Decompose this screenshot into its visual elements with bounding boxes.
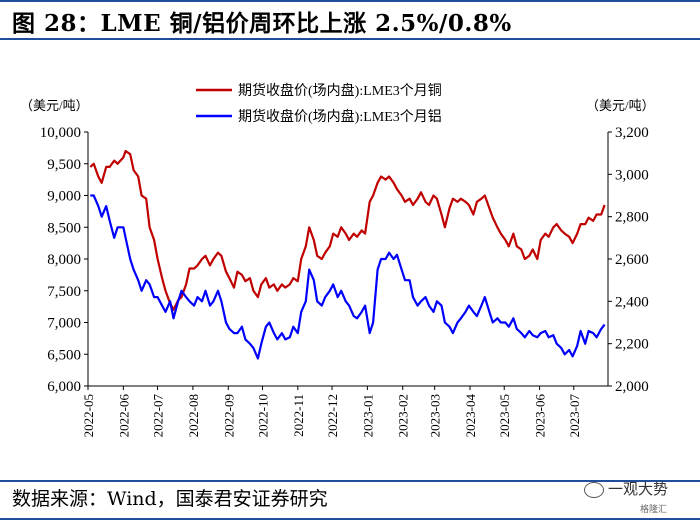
x-tick-label: 2023-02 (396, 394, 411, 437)
legend-label-copper: 期货收盘价(场内盘):LME3个月铜 (238, 82, 442, 99)
series-line-aluminum (90, 194, 606, 360)
left-tick-label: 6,000 (47, 379, 81, 395)
title-top-rule (0, 0, 700, 2)
x-tick-label: 2023-06 (533, 394, 548, 438)
chart-area: 6,000 6,500 7,000 7,500 8,000 8,500 9,000 9,500… (20, 82, 655, 437)
right-tick-label: 2,000 (615, 379, 649, 395)
left-tick-label: 7,000 (47, 316, 81, 332)
x-tick-label: 2022-06 (116, 394, 131, 438)
right-unit-label: （美元/吨） (586, 98, 655, 113)
x-tick-label: 2023-04 (463, 394, 478, 438)
x-tick-label: 2022-05 (81, 394, 96, 437)
x-tick-label: 2023-07 (567, 394, 582, 438)
x-tick-label: 2022-09 (221, 394, 236, 437)
series-layer (89, 149, 606, 360)
watermark-sub: 格隆汇 (640, 505, 668, 515)
x-tick-label: 2022-08 (186, 394, 201, 437)
wechat-icon (584, 481, 604, 498)
source-bottom-rule (0, 518, 700, 520)
right-tick-label: 3,000 (615, 167, 649, 183)
right-tick-label: 2,600 (615, 252, 649, 268)
x-tick-label: 2022-07 (151, 394, 166, 438)
x-tick-label: 2022-11 (291, 394, 306, 437)
axes-layer: 6,000 6,500 7,000 7,500 8,000 8,500 9,000 9,500… (20, 98, 655, 437)
x-tick-label: 2022-10 (255, 394, 270, 437)
source-note: 数据来源：Wind，国泰君安证券研究 (12, 488, 328, 510)
left-unit-label: （美元/吨） (20, 98, 89, 113)
title-bottom-rule (0, 38, 700, 40)
figure-title: 图 28：LME 铜/铝价周环比上涨 2.5%/0.8% (12, 10, 512, 37)
left-tick-label: 9,500 (47, 157, 81, 173)
left-tick-label: 8,000 (47, 252, 81, 268)
right-tick-label: 2,200 (615, 337, 649, 353)
watermark: 一观大势 (584, 478, 668, 499)
x-tick-label: 2022-12 (325, 394, 340, 437)
left-tick-label: 8,500 (47, 220, 81, 236)
series-line-copper (89, 149, 606, 311)
legend-label-aluminum: 期货收盘价(场内盘):LME3个月铝 (238, 108, 442, 125)
x-tick-label: 2023-05 (497, 394, 512, 437)
left-tick-label: 9,000 (47, 189, 81, 205)
right-tick-label: 2,400 (615, 294, 649, 310)
watermark-label: 一观大势 (608, 480, 669, 498)
right-tick-label: 3,200 (615, 125, 649, 141)
right-tick-label: 2,800 (615, 210, 649, 226)
x-tick-label: 2023-01 (360, 394, 375, 437)
source-top-rule (0, 480, 700, 482)
left-tick-label: 6,500 (47, 347, 81, 363)
left-tick-label: 7,500 (47, 284, 81, 300)
x-tick-label: 2023-03 (428, 394, 443, 437)
left-tick-label: 10,000 (40, 125, 81, 141)
